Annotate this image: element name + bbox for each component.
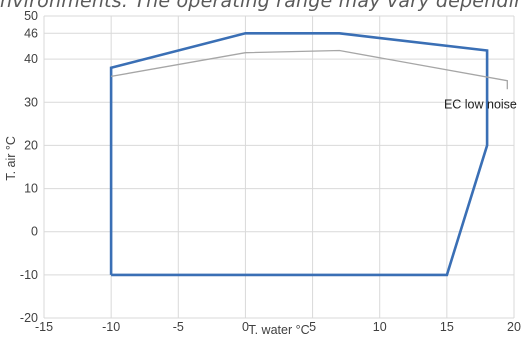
x-tick-label: -10 xyxy=(102,320,120,334)
x-tick-label: 20 xyxy=(507,320,521,334)
x-tick-label: -15 xyxy=(35,320,53,334)
x-tick-label: 5 xyxy=(309,320,316,334)
tick-labels: -15 -10 -5 0 5 10 15 20 -20 -10 0 10 20 30 40 46 50 xyxy=(20,9,521,334)
y-tick-label: 30 xyxy=(24,95,38,109)
y-tick-label: 0 xyxy=(31,225,38,239)
y-tick-label: 40 xyxy=(24,52,38,66)
y-tick-label: 46 xyxy=(24,26,38,40)
x-tick-label: 15 xyxy=(440,320,454,334)
grid-lines xyxy=(43,15,515,319)
y-tick-label: 10 xyxy=(24,182,38,196)
y-axis-title: T. air °C xyxy=(4,136,18,181)
operating-range-outline xyxy=(109,31,489,277)
x-tick-label: 0 xyxy=(242,320,249,334)
y-tick-label: 20 xyxy=(24,138,38,152)
x-tick-label: -5 xyxy=(173,320,184,334)
series-layer xyxy=(109,31,508,277)
y-tick-label: 50 xyxy=(24,9,38,23)
page-header-text: nvironments. The operating range may var… xyxy=(0,0,521,12)
x-axis-title: T. water °C xyxy=(248,323,309,337)
y-tick-label: -10 xyxy=(20,268,38,282)
ec-low-noise-line xyxy=(110,49,508,90)
annotations: EC low noise xyxy=(444,97,517,111)
series-annotation-label: EC low noise xyxy=(444,97,517,111)
y-tick-label: -20 xyxy=(20,311,38,325)
x-tick-label: 10 xyxy=(373,320,387,334)
